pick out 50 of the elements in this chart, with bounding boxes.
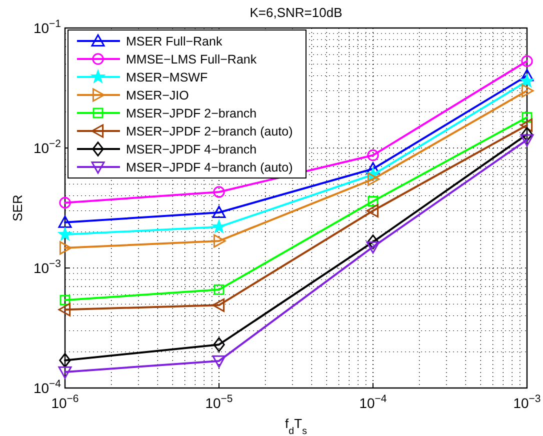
x-tick-label: 10$^{−3}$ — [513, 393, 541, 411]
legend-label: MSER−MSWF — [126, 70, 208, 84]
point — [58, 302, 71, 316]
legend-label: MSER Full−Rank — [126, 34, 223, 48]
point — [520, 69, 534, 82]
point — [367, 172, 380, 186]
y-tick-label: 10$^{−3}$ — [33, 258, 62, 276]
point — [59, 241, 72, 255]
point — [58, 366, 72, 379]
y-tick-label: 10$^{−2}$ — [33, 138, 62, 156]
point — [368, 196, 378, 206]
point — [58, 227, 72, 240]
legend-label: MSER−JPDF 4−branch (auto) — [126, 160, 293, 174]
point — [212, 220, 226, 233]
y-axis-title: SER — [10, 194, 25, 222]
point — [520, 74, 534, 88]
point — [212, 298, 225, 312]
point — [521, 126, 533, 142]
legend-label: MSER−JPDF 2−branch (auto) — [126, 124, 293, 138]
point — [521, 55, 533, 67]
point — [366, 241, 380, 254]
point — [522, 112, 532, 123]
point — [521, 84, 534, 98]
point — [366, 204, 379, 218]
point — [60, 294, 70, 306]
point — [212, 355, 226, 368]
x-tick-label: 10$^{−6}$ — [51, 393, 79, 411]
point — [58, 216, 72, 228]
x-axis-title: f$_{d}$T$_{s}$ — [285, 416, 308, 436]
y-tick-label: 10$^{−1}$ — [33, 18, 62, 36]
point — [214, 284, 224, 295]
point — [213, 234, 226, 248]
chart-title: K=6,SNR=10dB — [250, 5, 342, 20]
point — [213, 186, 225, 198]
point — [520, 134, 534, 147]
point — [59, 352, 71, 368]
point — [59, 196, 71, 209]
point — [213, 337, 225, 352]
point — [212, 206, 226, 218]
legend-label: MSER−JPDF 2−branch — [126, 106, 257, 120]
point — [367, 149, 379, 162]
x-tick-label: 10$^{−5}$ — [205, 393, 233, 411]
legend-label: MSER−JIO — [126, 88, 190, 102]
legend-label: MSER−JPDF 4−branch — [126, 142, 257, 156]
point — [366, 162, 380, 174]
x-tick-label: 10$^{−4}$ — [359, 393, 387, 411]
legend-label: MMSE−LMS Full−Rank — [126, 52, 258, 66]
point — [520, 118, 533, 132]
point — [367, 234, 379, 250]
y-tick-label: 10$^{−4}$ — [33, 378, 62, 396]
